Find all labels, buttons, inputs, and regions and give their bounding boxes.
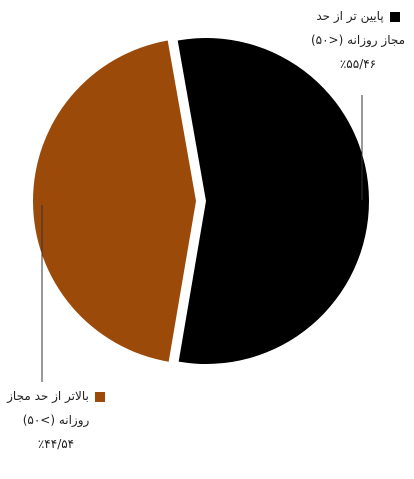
pie-slice	[33, 40, 197, 362]
pie-slice	[177, 37, 370, 364]
swatch	[389, 11, 400, 22]
category: پایین تر از حد مجاز روزانه (<۵۰)	[310, 9, 406, 47]
slice-label: پایین تر از حد مجاز روزانه (<۵۰) ٪۵۵/۴۶	[308, 4, 408, 76]
swatch	[94, 391, 105, 402]
value-label: ٪۴۴/۵۴	[37, 437, 75, 451]
slice-label: بالاتر از حد مجاز روزانه (>۵۰) ٪۴۴/۵۴	[6, 384, 106, 456]
value-label: ٪۵۵/۴۶	[339, 57, 377, 71]
category: بالاتر از حد مجاز روزانه (>۵۰)	[7, 389, 90, 427]
